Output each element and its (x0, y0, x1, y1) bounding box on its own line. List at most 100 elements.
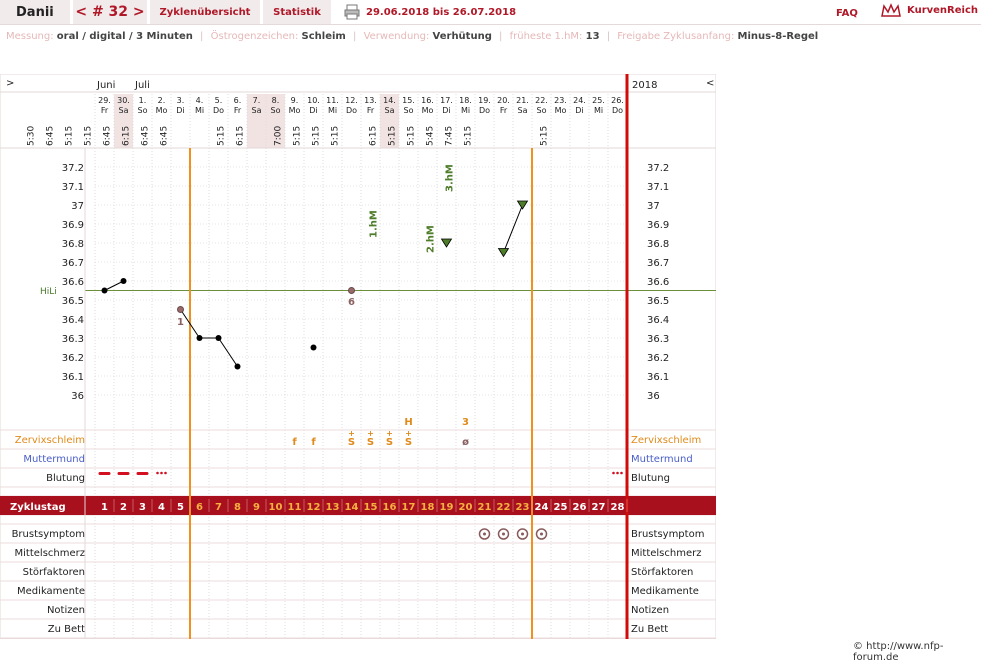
temp-tick-right: 37 (647, 201, 660, 212)
temp-annotation: 1 (177, 317, 184, 328)
weekday-label: So (537, 106, 547, 115)
weekday-label: So (271, 106, 281, 115)
spotting-mark (612, 471, 615, 475)
info-value: oral / digital / 3 Minuten (56, 31, 193, 42)
spotting-mark (616, 471, 619, 475)
crown-icon (881, 3, 901, 17)
info-label: Freigabe Zyklusanfang: (617, 31, 735, 42)
hili-label: HiLi (40, 287, 57, 297)
row-label-muttermund-right: Muttermund (631, 454, 693, 465)
cycle-day: 16 (383, 502, 397, 513)
cycle-day: 3 (139, 502, 146, 513)
measure-time: 6:15 (369, 126, 379, 146)
weekday-label: Di (309, 106, 317, 115)
temp-tick-right: 36 (647, 391, 660, 402)
temp-annotation: 6 (348, 297, 355, 308)
cervix-mark-s: S (348, 437, 355, 448)
temp-point (120, 278, 127, 284)
cycle-day: 26 (573, 502, 587, 513)
temp-tick: 36.5 (62, 296, 84, 307)
day-number: 11. (326, 96, 339, 105)
weekday-label: Do (612, 106, 623, 115)
cycle-chart: > <Juni Juli 201829.Fr5:3030.Sa6:451.So5:15… (0, 74, 716, 639)
day-number: 22. (535, 96, 548, 105)
month-label: Juni (96, 80, 115, 91)
faq-link[interactable]: FAQ (836, 8, 858, 19)
info-label: Östrogenzeichen: (210, 31, 299, 42)
day-number: 14. (383, 96, 396, 105)
cycle-day: 9 (253, 502, 260, 513)
cervix-mark-s: S (405, 437, 412, 448)
temp-tick-right: 37.2 (647, 163, 669, 174)
day-number: 2. (158, 96, 166, 105)
temp-tick: 36.6 (62, 277, 84, 288)
temp-point-excluded (348, 287, 355, 294)
measure-time: 5:15 (464, 126, 474, 146)
cervix-mark-h: H (404, 417, 412, 428)
cervix-mark-s: S (367, 437, 374, 448)
weekday-label: Mo (422, 106, 434, 115)
month-label: Juli (134, 80, 150, 91)
scroll-right-arrow: < (706, 78, 714, 89)
footer-copyright: © http://www.nfp-forum.de (853, 641, 944, 663)
cycle-day: 13 (326, 502, 340, 513)
brand-logo[interactable]: KurvenReich (907, 5, 979, 16)
cycle-day: 15 (364, 502, 378, 513)
cervix-mark-plus: + (348, 429, 355, 438)
measure-time: 5:15 (312, 126, 322, 146)
temp-tick: 36.1 (62, 372, 84, 383)
measure-time: 5:45 (426, 126, 436, 146)
user-name: Danii (0, 0, 70, 24)
temp-point (234, 363, 241, 370)
cycle-day: 17 (402, 502, 416, 513)
temp-tick-right: 36.3 (647, 334, 669, 345)
row-label-stoer: Störfaktoren (23, 567, 85, 578)
day-number: 4. (196, 96, 204, 105)
measure-time: 5:15 (293, 126, 303, 146)
day-number: 20. (497, 96, 510, 105)
cervix-mark-plus: + (405, 429, 412, 438)
row-label-mittel-right: Mittelschmerz (631, 548, 701, 559)
weekday-label: Mo (156, 106, 168, 115)
temp-tick: 36 (71, 391, 84, 402)
cycle-navigator[interactable]: < # 32 > (73, 0, 147, 24)
cycle-day: 19 (440, 502, 454, 513)
day-number: 9. (291, 96, 299, 105)
weekday-label: Mi (461, 106, 470, 115)
cycle-day: 24 (535, 502, 549, 513)
cycle-day: 2 (120, 502, 127, 513)
tab-zyklenuebersicht[interactable]: Zyklenübersicht (150, 0, 260, 24)
weekday-label: Fr (101, 106, 109, 115)
day-number: 13. (364, 96, 377, 105)
day-number: 30. (117, 96, 130, 105)
cycle-day: 6 (196, 502, 203, 513)
temp-tick-right: 36.5 (647, 296, 669, 307)
temp-point (196, 335, 203, 341)
top-bar: Danii < # 32 > Zyklenübersicht Statistik… (0, 0, 981, 25)
temp-tick-right: 36.9 (647, 220, 669, 231)
cervix-mark-s: S (386, 437, 393, 448)
row-label-blutung-right: Blutung (631, 473, 670, 484)
measure-time: 5:30 (27, 126, 37, 146)
print-icon[interactable] (344, 4, 360, 20)
cycle-day: 23 (516, 502, 530, 513)
weekday-label: Sa (119, 106, 129, 115)
measure-time: 5:15 (65, 126, 75, 146)
weekday-label: Fr (234, 106, 242, 115)
day-number: 25. (592, 96, 605, 105)
cycle-info-bar: Messung: oral / digital / 3 Minuten | Ös… (6, 31, 819, 42)
cycle-day: 25 (554, 502, 568, 513)
cycle-day: 21 (478, 502, 492, 513)
measure-time: 6:45 (46, 126, 56, 146)
temp-point-highlight (440, 238, 453, 248)
cervix-mark-3: 3 (462, 417, 469, 428)
row-label-mittel: Mittelschmerz (15, 548, 85, 559)
weekday-label: Fr (367, 106, 375, 115)
weekday-label: Mi (195, 106, 204, 115)
row-label-medi: Medikamente (17, 586, 85, 597)
weekday-label: Mi (328, 106, 337, 115)
measure-time: 6:45 (103, 126, 113, 146)
cycle-day: 1 (101, 502, 108, 513)
cycle-day: 4 (158, 502, 165, 513)
tab-statistik[interactable]: Statistik (263, 0, 331, 24)
